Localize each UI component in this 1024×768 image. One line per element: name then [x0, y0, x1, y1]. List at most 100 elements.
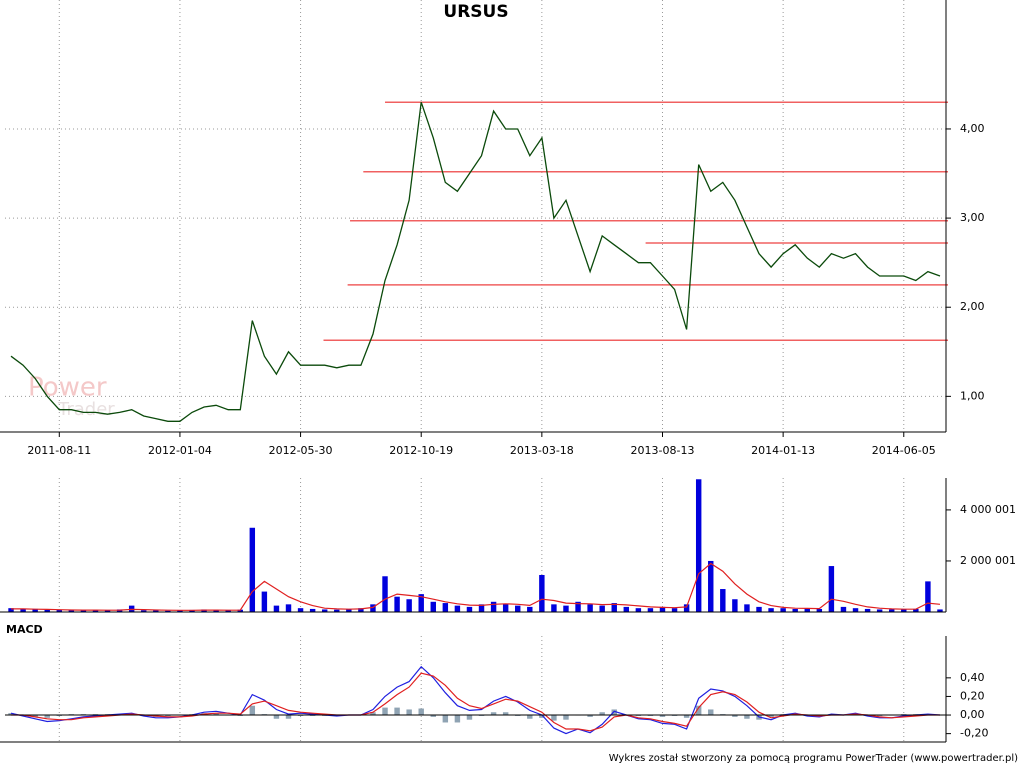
bar: [153, 610, 159, 612]
bar: [406, 599, 412, 612]
bar: [285, 604, 292, 612]
bar: [406, 709, 412, 716]
bar: [708, 560, 714, 612]
x-tick-label: 2011-08-11: [27, 444, 91, 457]
bar: [695, 479, 702, 612]
bar: [563, 605, 569, 612]
bar: [925, 581, 931, 612]
x-tick-label: 2013-08-13: [631, 444, 695, 457]
bar: [466, 715, 473, 720]
bar: [394, 596, 400, 612]
bar: [261, 591, 268, 612]
bar: [744, 604, 750, 612]
bar: [587, 604, 593, 612]
bar: [285, 715, 292, 719]
bar: [551, 715, 557, 721]
bar: [430, 601, 436, 612]
series-line: [10, 101, 941, 422]
bar: [80, 610, 87, 612]
bar: [20, 609, 26, 612]
bar: [888, 609, 895, 612]
bar: [659, 715, 666, 717]
bar: [695, 705, 702, 716]
bar: [551, 604, 557, 612]
bar: [177, 610, 183, 612]
bar: [8, 608, 14, 612]
y-tick-label: 1,00: [960, 389, 985, 402]
bar: [490, 712, 497, 716]
bar: [708, 709, 714, 716]
bar: [394, 707, 400, 716]
bar: [527, 715, 533, 719]
bar: [671, 608, 678, 612]
bar: [189, 609, 195, 612]
bar: [756, 606, 762, 612]
y-tick-label: 4,00: [960, 122, 985, 135]
bar: [659, 606, 666, 612]
bar: [334, 609, 340, 612]
bar: [647, 608, 654, 612]
bar: [68, 610, 75, 612]
y-tick-label: -0,20: [960, 727, 988, 740]
bar: [478, 604, 485, 612]
bar: [213, 713, 219, 716]
bar: [237, 609, 243, 612]
y-tick-label: 0,00: [960, 708, 985, 721]
bar: [430, 715, 436, 717]
bar: [309, 608, 316, 612]
x-tick-label: 2014-01-13: [751, 444, 815, 457]
series-line: [11, 562, 941, 611]
bar: [599, 605, 605, 612]
bar: [8, 713, 14, 716]
x-tick-label: 2012-10-19: [389, 444, 453, 457]
bar: [225, 610, 231, 612]
bar: [539, 715, 545, 718]
watermark: Power: [28, 373, 107, 403]
bar: [683, 715, 690, 718]
bar: [442, 603, 449, 612]
bar: [852, 608, 859, 612]
bar: [418, 594, 424, 612]
bar: [442, 715, 449, 723]
y-tick-label: 0,20: [960, 689, 985, 702]
bar: [321, 609, 328, 612]
bar: [104, 610, 111, 612]
bar: [539, 574, 545, 612]
bar: [418, 708, 424, 716]
y-tick-label: 4 000 001: [960, 503, 1016, 516]
bar: [502, 604, 509, 612]
watermark: Trader: [57, 399, 115, 420]
bar: [346, 608, 352, 612]
macd-title: MACD: [6, 623, 43, 636]
x-tick-label: 2014-06-05: [872, 444, 936, 457]
chart-title: URSUS: [443, 2, 508, 22]
bar: [768, 715, 774, 717]
y-tick-label: 3,00: [960, 211, 985, 224]
bar: [213, 610, 219, 612]
bar: [382, 576, 388, 612]
bar: [249, 527, 256, 612]
bar: [623, 606, 630, 612]
bar: [744, 715, 750, 719]
x-tick-label: 2012-01-04: [148, 444, 212, 457]
bar: [635, 608, 642, 612]
bar: [804, 608, 810, 612]
series-line: [11, 672, 940, 732]
bar: [358, 608, 364, 612]
y-tick-label: 2 000 001: [960, 554, 1016, 567]
bar: [141, 610, 147, 612]
bar: [901, 609, 907, 612]
bar: [515, 605, 521, 612]
bar: [876, 609, 883, 612]
bar: [273, 715, 280, 719]
bar: [575, 601, 581, 612]
bar: [913, 608, 919, 612]
bar: [768, 608, 774, 612]
bar: [587, 715, 593, 717]
bar: [816, 608, 823, 612]
bar: [370, 712, 376, 716]
bar: [720, 589, 726, 612]
bar: [382, 707, 388, 716]
